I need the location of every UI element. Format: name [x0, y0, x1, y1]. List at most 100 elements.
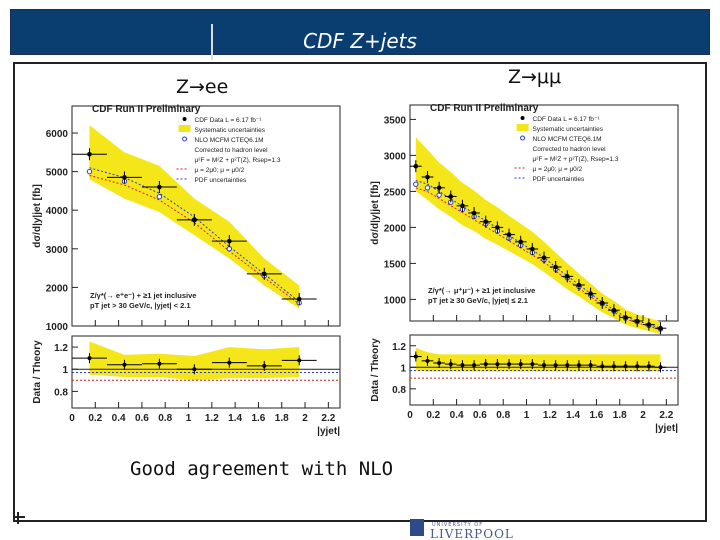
data-marker	[157, 184, 162, 190]
ratio-marker	[472, 363, 477, 368]
logo-crest	[410, 519, 424, 536]
legend-entry: NLO MCFM CTEQ6.1M	[533, 136, 602, 143]
caption: Good agreement with NLO	[130, 458, 394, 480]
data-point	[410, 160, 422, 173]
x-axis-label: |yjet|	[317, 426, 340, 437]
x-tick-label: 0.2	[88, 413, 102, 424]
y-tick-label: 1000	[46, 322, 69, 333]
liverpool-logo: UNIVERSITY OF LIVERPOOL	[410, 519, 513, 540]
x-tick-label: 0	[407, 410, 413, 421]
ratio-marker	[483, 362, 488, 367]
x-tick-label: 1.4	[566, 410, 580, 421]
ratio-systematic-band	[415, 347, 661, 372]
ratio-point	[468, 360, 480, 371]
nlo-point	[413, 181, 419, 187]
data-marker	[471, 210, 477, 216]
ratio-point	[503, 359, 515, 370]
x-tick-label: 0.4	[112, 413, 126, 424]
legend-entry: Systematic uncertainties	[195, 127, 266, 134]
ratio-marker	[635, 364, 640, 369]
y-axis-label: dσ/d|y|jet [fb]	[370, 181, 381, 245]
zmumu-chart: 1000 1500 2000 2500 3000 3500 dσ/d|y|jet [fb] C…	[370, 103, 679, 434]
ratio-marker	[646, 364, 651, 369]
ratio-point	[538, 360, 550, 371]
data-point	[106, 171, 142, 184]
data-marker	[646, 322, 652, 327]
y-tick-label: 2000	[46, 283, 69, 294]
ratio-point	[106, 359, 142, 370]
ratio-marker	[600, 364, 605, 369]
data-marker	[483, 219, 489, 224]
ratio-point	[584, 360, 597, 371]
data-point	[479, 215, 492, 228]
y-tick-label: 1500	[384, 259, 407, 270]
data-point	[631, 315, 644, 327]
data-marker	[530, 246, 535, 252]
ratio-marker	[565, 363, 570, 368]
data-point	[596, 297, 609, 309]
legend-band-swatch	[178, 125, 191, 132]
x-tick-label: 0.8	[496, 410, 510, 421]
logo-small-text: UNIVERSITY OF	[432, 522, 483, 528]
data-marker	[658, 325, 663, 331]
legend-entry: PDF uncertainties	[533, 176, 585, 183]
ratio-point	[549, 360, 562, 371]
data-marker	[506, 232, 512, 237]
data-point	[176, 213, 212, 226]
x-tick-label: 0.8	[158, 413, 172, 424]
data-marker	[192, 217, 197, 223]
ratio-point	[573, 360, 585, 371]
ratio-point	[643, 361, 655, 372]
ratio-marker	[658, 365, 663, 370]
data-point	[573, 279, 585, 291]
zee-label: Z→ee	[176, 76, 229, 98]
ratio-marker	[413, 354, 418, 359]
ratio-marker	[553, 363, 558, 368]
x-tick-label: 2.2	[321, 413, 335, 424]
data-marker	[436, 185, 442, 191]
nlo-point	[156, 194, 163, 200]
data-point	[619, 311, 632, 324]
ratio-point	[211, 357, 247, 368]
x-tick-label: 1	[186, 413, 192, 424]
systematic-band	[415, 137, 661, 334]
data-point	[561, 270, 574, 283]
ratio-point	[654, 362, 667, 373]
chart-title: CDF Run II Preliminary	[430, 103, 539, 114]
legend-entry: μ²F = M²Z + p²T(Z), Rsep=1.3	[195, 157, 281, 164]
y-tick-label: 2000	[384, 223, 407, 234]
ratio-y-tick-label: 0.8	[392, 385, 406, 396]
legend-entry: CDF Data L = 6.17 fb⁻¹	[533, 116, 601, 123]
data-marker	[623, 315, 628, 320]
legend-entry: μ = 2μ0; μ = μ0/2	[533, 166, 583, 173]
nlo-marker	[86, 168, 93, 175]
slide-title: CDF Z+jets	[303, 29, 417, 53]
data-marker	[261, 271, 267, 277]
y-tick-label: 1000	[384, 295, 407, 306]
legend-entry: Corrected to hadron level	[195, 147, 269, 154]
ratio-marker	[192, 367, 197, 372]
ratio-marker	[262, 363, 267, 368]
data-marker	[122, 175, 127, 180]
legend-nlo-marker	[520, 135, 526, 141]
y-tick-label: 3000	[384, 151, 407, 162]
ratio-marker	[611, 364, 616, 369]
x-tick-label: 1.8	[275, 413, 289, 424]
data-point	[608, 304, 620, 317]
data-point	[538, 251, 550, 264]
data-point	[491, 221, 504, 234]
ratio-point	[433, 358, 445, 368]
ratio-point	[456, 360, 469, 371]
x-tick-label: 1	[524, 410, 530, 421]
ratio-y-axis-label: Data / Theory	[370, 338, 381, 402]
data-marker	[518, 239, 523, 245]
ratio-marker	[507, 362, 512, 367]
legend-entry: Corrected to hadron level	[533, 146, 607, 153]
data-point	[456, 199, 469, 212]
pdf-uncertainty-line	[415, 179, 661, 329]
ratio-y-tick-label: 1.2	[392, 342, 406, 353]
data-point	[514, 235, 527, 248]
ratio-marker	[460, 363, 465, 368]
nlo-marker	[156, 194, 163, 200]
x-axis-label: |yjet|	[655, 423, 678, 434]
